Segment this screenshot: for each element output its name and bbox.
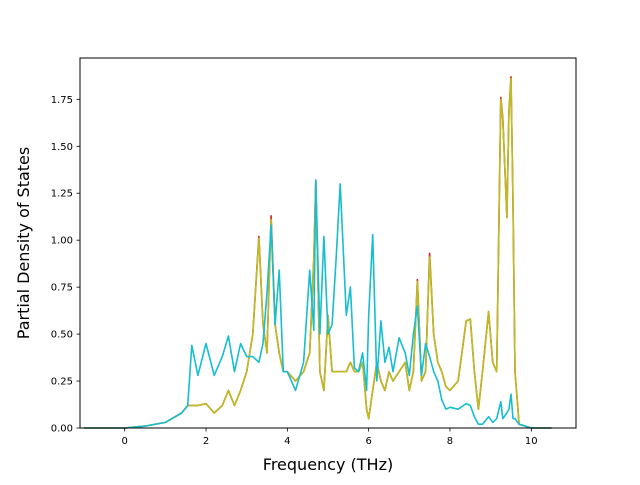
y-tick-label: 1.00 xyxy=(51,236,73,247)
series-line-3 xyxy=(84,179,552,429)
x-axis-label: Frequency (THz) xyxy=(263,455,393,474)
x-tick-label: 8 xyxy=(447,436,453,447)
y-axis-ticks: 0.00 0.25 0.50 0.75 1.00 1.25 1.50 1.75 xyxy=(51,95,80,435)
y-tick-label: 1.25 xyxy=(51,189,73,200)
plot-series-group xyxy=(84,76,552,429)
y-tick-label: 0.75 xyxy=(51,283,73,294)
y-tick-label: 0.25 xyxy=(51,377,73,388)
x-axis-ticks: 0 2 4 6 8 10 xyxy=(122,428,538,447)
y-tick-label: 1.50 xyxy=(51,142,73,153)
y-tick-label: 1.75 xyxy=(51,95,73,106)
x-tick-label: 6 xyxy=(365,436,371,447)
y-axis-label: Partial Density of States xyxy=(14,147,33,339)
x-tick-label: 2 xyxy=(203,436,209,447)
x-tick-label: 4 xyxy=(284,436,290,447)
x-tick-label: 0 xyxy=(122,436,128,447)
y-tick-label: 0.00 xyxy=(51,424,73,435)
plot-frame xyxy=(79,57,577,429)
x-tick-label: 10 xyxy=(525,436,538,447)
series-line-2 xyxy=(84,77,552,429)
y-tick-label: 0.50 xyxy=(51,330,73,341)
